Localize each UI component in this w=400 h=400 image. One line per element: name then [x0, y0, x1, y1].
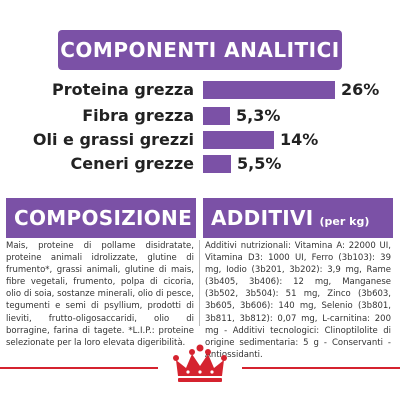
component-value: 26%	[341, 80, 380, 99]
component-bar	[203, 131, 274, 149]
component-row: Oli e grassi grezzi 14%	[0, 128, 400, 152]
component-value: 5,5%	[237, 154, 282, 173]
royal-crown-logo-icon	[173, 344, 227, 382]
additives-header: ADDITIVI (per kg)	[203, 198, 393, 238]
additives-unit: (per kg)	[319, 214, 370, 228]
component-value: 14%	[280, 130, 319, 149]
footer-line-right	[242, 367, 400, 369]
composition-header: COMPOSIZIONE	[6, 198, 196, 238]
component-bar	[203, 81, 335, 99]
component-bar	[203, 155, 231, 173]
composition-title: COMPOSIZIONE	[14, 206, 193, 230]
component-label: Oli e grassi grezzi	[32, 130, 194, 149]
component-label: Proteina grezza	[52, 80, 194, 99]
column-divider	[199, 240, 200, 326]
component-row: Proteina grezza 26%	[0, 78, 400, 102]
component-label: Ceneri grezze	[70, 154, 194, 173]
composition-text: Mais, proteine di pollame disidratate, p…	[6, 241, 194, 348]
component-row: Ceneri grezze 5,5%	[0, 152, 400, 176]
component-bar	[203, 107, 230, 125]
component-value: 5,3%	[236, 106, 281, 125]
analytic-components-title: COMPONENTI ANALITICI	[60, 38, 340, 62]
additives-title: ADDITIVI	[211, 206, 314, 230]
analytic-components-header: COMPONENTI ANALITICI	[58, 30, 342, 70]
component-row: Fibra grezza 5,3%	[0, 104, 400, 128]
component-label: Fibra grezza	[82, 106, 194, 125]
additives-text: Additivi nutrizionali: Vitamina A: 22000…	[205, 241, 391, 360]
footer-line-left	[0, 367, 158, 369]
